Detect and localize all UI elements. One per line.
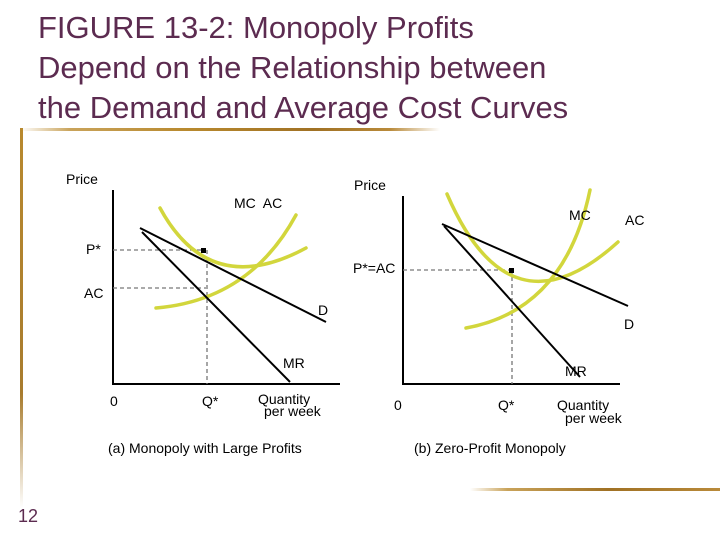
panel-b-mr-line <box>443 225 581 378</box>
panel-a-origin-label: 0 <box>110 393 118 409</box>
panel-a-mc-curve <box>154 213 298 310</box>
slide-number: 12 <box>18 506 39 526</box>
panel-b-price-label: P*=AC <box>353 260 395 276</box>
title-line-3: the Demand and Average Cost Curves <box>38 90 569 125</box>
panel-b-x-axis-label-1: Quantity <box>557 397 609 413</box>
panel-a: Price MC AC P* AC D MR 0 Q* Quantity per… <box>66 171 340 456</box>
slide-title: FIGURE 13-2: Monopoly Profits Depend on … <box>38 8 708 128</box>
panel-b-mc-curve <box>464 188 592 330</box>
panel-a-ac-curve <box>158 206 308 269</box>
panel-b-demand-label: D <box>624 316 634 332</box>
panel-a-ac-label: AC <box>84 285 103 301</box>
panel-b-mc-label: MC <box>569 207 591 223</box>
panel-a-x-axis-label-1: Quantity <box>258 391 310 407</box>
panel-b: Price MC AC P*=AC D MR 0 Q* Quantity per… <box>353 177 644 456</box>
panel-b-y-axis-label: Price <box>354 177 386 193</box>
title-line-1: FIGURE 13-2: Monopoly Profits <box>38 10 474 45</box>
panel-a-mr-line <box>141 231 291 383</box>
left-accent-rule <box>20 128 23 508</box>
panel-b-ac-curve <box>445 192 620 284</box>
panel-a-mr-label: MR <box>283 355 305 371</box>
panel-a-demand-line <box>139 227 327 323</box>
panel-a-demand-label: D <box>318 302 328 318</box>
title-underline <box>20 128 440 131</box>
panel-b-mr-label: MR <box>565 363 587 379</box>
panel-a-equilibrium-point <box>201 248 206 253</box>
panel-a-quantity-label: Q* <box>202 393 219 409</box>
panel-b-caption: (b) Zero-Profit Monopoly <box>414 440 566 456</box>
panel-b-demand-line <box>441 223 629 307</box>
panel-b-equilibrium-point <box>509 268 514 273</box>
panel-b-ac-label: AC <box>625 212 644 228</box>
panel-b-origin-label: 0 <box>394 397 402 413</box>
panel-a-price-label: P* <box>86 241 101 257</box>
panel-a-x-axis-label-2: per week <box>264 403 322 419</box>
panel-b-x-axis-label-2: per week <box>565 410 623 426</box>
title-line-2: Depend on the Relationship between <box>38 50 547 85</box>
panel-b-quantity-label: Q* <box>498 397 515 413</box>
bottom-accent-rule <box>470 488 720 491</box>
panel-a-mc-ac-label: MC AC <box>234 195 282 211</box>
panel-a-caption: (a) Monopoly with Large Profits <box>108 440 302 456</box>
panel-a-y-axis-label: Price <box>66 171 98 187</box>
